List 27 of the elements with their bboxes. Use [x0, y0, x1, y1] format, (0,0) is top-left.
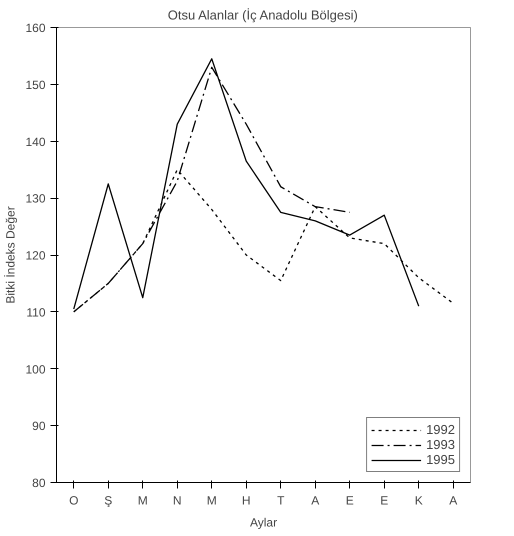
- x-tick-label: Ş: [104, 494, 112, 508]
- y-axis-title: Bitki İndeks Değer: [3, 206, 18, 304]
- x-tick-label: T: [277, 494, 286, 508]
- y-tick-label: 110: [26, 305, 46, 320]
- x-tick-label: M: [206, 494, 217, 508]
- legend-label: 1993: [426, 437, 455, 452]
- y-tick-label: 130: [25, 192, 46, 206]
- x-axis-title: Aylar: [250, 516, 278, 530]
- x-tick-label: E: [380, 494, 388, 508]
- x-tick-label: K: [414, 494, 423, 508]
- y-tick-label: 100: [25, 362, 46, 376]
- y-tick-label: 80: [32, 476, 46, 490]
- legend-label: 1992: [426, 422, 455, 437]
- x-tick-label: O: [69, 494, 78, 508]
- y-tick-label: 90: [32, 419, 46, 434]
- x-tick-label: N: [172, 494, 182, 508]
- legend-label: 1995: [426, 452, 455, 467]
- y-tick-label: 120: [25, 248, 46, 262]
- x-tick-label: A: [311, 494, 320, 508]
- x-tick-label: A: [449, 494, 458, 508]
- x-tick-label: H: [242, 494, 251, 508]
- x-tick-label: E: [346, 494, 354, 508]
- chart-title: Otsu Alanlar (İç Anadolu Bölgesi): [168, 8, 358, 22]
- x-tick-label: M: [138, 494, 148, 508]
- y-tick-label: 160: [25, 21, 46, 35]
- y-tick-label: 150: [25, 78, 46, 92]
- y-tick-label: 140: [25, 134, 46, 149]
